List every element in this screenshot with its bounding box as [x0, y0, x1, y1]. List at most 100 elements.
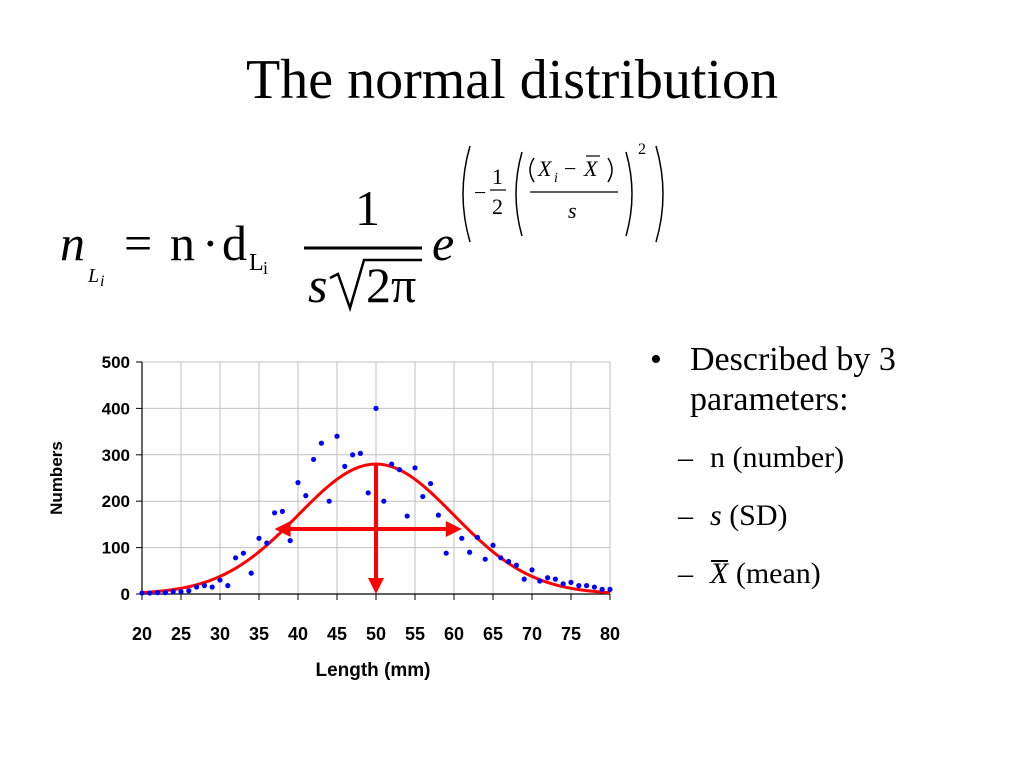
data-point — [318, 440, 324, 446]
data-point — [209, 584, 215, 590]
data-point — [357, 450, 363, 457]
data-point — [326, 498, 332, 504]
data-point — [591, 584, 598, 590]
sub-bullet-sd: – s (SD) — [650, 498, 1020, 534]
data-point — [482, 556, 488, 562]
formula-d-sub-i: i — [263, 258, 268, 278]
y-tick-label: 300 — [102, 446, 130, 465]
dash-icon: – — [678, 499, 693, 532]
data-point — [178, 589, 184, 595]
x-tick-label: 60 — [444, 624, 464, 644]
y-tick-label: 100 — [102, 539, 130, 558]
data-point — [420, 493, 426, 500]
data-point — [381, 498, 387, 504]
formula-n-sub: L — [87, 265, 99, 287]
formula-n-text: n — [170, 215, 195, 271]
x-tick-label: 55 — [405, 624, 425, 644]
data-point — [350, 452, 356, 458]
formula-frac-num: 1 — [355, 180, 380, 236]
y-tick-label: 400 — [102, 399, 130, 418]
data-point — [521, 576, 527, 582]
data-point — [279, 508, 285, 515]
formula-dot: · — [202, 215, 219, 271]
normal-distribution-formula: n L i = n · d L i 1 s 2π e − 1 2 X i − X — [60, 141, 664, 313]
data-point — [498, 555, 504, 561]
exp-x: X — [537, 156, 553, 181]
exp-half-num: 1 — [492, 164, 503, 189]
data-point — [404, 513, 410, 519]
data-point — [506, 558, 512, 565]
x-tick-label: 20 — [132, 624, 152, 644]
x-tick-label: 70 — [522, 624, 542, 644]
data-point — [194, 584, 200, 590]
formula-exponent: − 1 2 X i − X s 2 — [462, 141, 664, 243]
formula-equals: = — [124, 215, 152, 271]
data-point — [155, 590, 161, 596]
normal-distribution-chart: 0 100 200 300 400 500 20 25 30 35 40 45 50 55 60 65 70 75… — [47, 353, 620, 681]
fitted-normal-curve — [141, 462, 611, 595]
formula-n-sub-i: i — [100, 273, 104, 290]
data-point — [201, 583, 207, 589]
data-point — [513, 562, 519, 568]
data-point — [162, 590, 168, 596]
x-axis-label: Length (mm) — [315, 660, 430, 681]
x-tick-label: 50 — [366, 624, 386, 644]
x-tick-label: 25 — [171, 624, 191, 644]
y-axis-label: Numbers — [47, 441, 66, 515]
data-point — [233, 555, 239, 561]
data-point — [264, 540, 270, 546]
exp-paren-left-outer — [462, 145, 471, 243]
sub-bullet-text: n (number) — [710, 441, 845, 474]
formula-d-sub: L — [249, 250, 264, 276]
data-point — [147, 590, 153, 596]
exp-paren-right-mid — [625, 151, 633, 237]
sd-arrowhead-right — [445, 521, 462, 538]
data-point — [443, 550, 449, 556]
sub-bullet-mean: – X (mean) — [650, 556, 1020, 592]
x-tick-label: 45 — [327, 624, 347, 644]
bullet-main: • Described by 3 parameters: — [650, 340, 1020, 420]
data-point — [334, 433, 340, 439]
sd-arrowhead-left — [274, 521, 291, 538]
x-tick-label: 30 — [210, 624, 230, 644]
data-point — [428, 480, 434, 487]
x-tick-label: 40 — [288, 624, 308, 644]
x-tick-label: 75 — [561, 624, 581, 644]
slide-title: The normal distribution — [246, 49, 778, 111]
data-point — [560, 581, 566, 587]
bullet-dot-icon: • — [650, 341, 662, 378]
exp-s: s — [568, 198, 577, 223]
exp-xbar: X — [583, 156, 599, 181]
exp-x-sub: i — [554, 171, 558, 186]
chart-annotations — [274, 464, 462, 594]
data-point — [186, 588, 192, 594]
data-point — [342, 463, 348, 469]
data-point — [584, 583, 590, 589]
exp-paren-left-mid — [515, 151, 523, 237]
data-point — [295, 480, 301, 486]
sub-bullet-text: (SD) — [721, 499, 788, 532]
data-point — [568, 579, 574, 585]
y-tick-label: 500 — [102, 353, 130, 372]
x-tick-label: 65 — [483, 624, 503, 644]
data-point — [545, 575, 551, 581]
dash-icon: – — [678, 557, 693, 590]
data-point — [170, 589, 176, 595]
sub-bullet-text: (mean) — [728, 557, 821, 590]
x-tick-label: 35 — [249, 624, 269, 644]
x-tick-label: 80 — [600, 624, 620, 644]
data-point — [287, 538, 293, 544]
sub-bullet-n: – n (number) — [650, 440, 1020, 476]
bullet-main-text: Described by 3 parameters: — [690, 341, 896, 418]
data-point — [256, 535, 262, 541]
data-point — [576, 583, 582, 589]
formula-e: e — [432, 215, 454, 271]
sub-bullet-symbol-xbar: X — [710, 557, 729, 590]
formula-sqrt-sign — [329, 258, 422, 313]
data-point — [467, 549, 473, 555]
data-point — [303, 493, 309, 499]
data-point — [607, 586, 613, 592]
sub-bullet-symbol-s: s — [710, 499, 722, 532]
data-point — [599, 586, 605, 592]
data-point — [537, 578, 543, 584]
